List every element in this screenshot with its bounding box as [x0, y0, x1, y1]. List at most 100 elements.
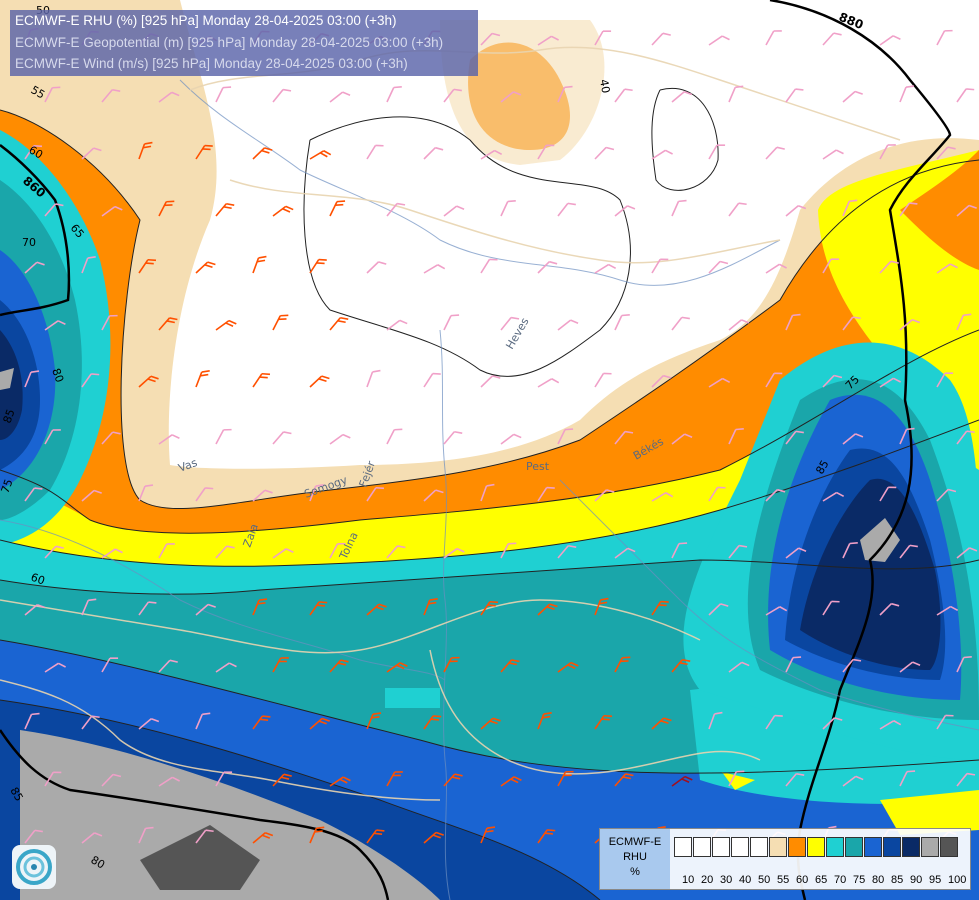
wind-barb [899, 770, 916, 787]
wind-barb [822, 600, 840, 616]
wind-barb [765, 714, 783, 730]
legend-tick-label: 95 [929, 874, 942, 886]
legend-tick-label: 70 [834, 874, 847, 886]
rhu-label-85: 85 [1, 407, 18, 425]
rhu-label-85-east: 85 [813, 458, 831, 477]
wind-barb [252, 598, 268, 616]
legend-swatch [826, 837, 844, 857]
wind-barb [443, 547, 465, 559]
wind-barb [537, 35, 559, 46]
wind-barb [537, 144, 555, 160]
rhu-contours [0, 88, 979, 900]
wind-barb [671, 199, 687, 217]
wind-barb [24, 829, 43, 844]
wind-barb [899, 544, 918, 559]
wind-barb [594, 597, 609, 616]
wind-barb [708, 377, 731, 388]
wind-barb [594, 489, 615, 502]
wind-barb [215, 86, 232, 103]
wind-barb [480, 600, 499, 616]
wind-barb [101, 314, 118, 331]
wind-barb [44, 771, 62, 787]
rhu-island [385, 688, 440, 708]
wind-barb [728, 85, 744, 103]
wind-barb [423, 372, 441, 388]
wind-barb [537, 603, 558, 616]
wind-barb [215, 319, 237, 331]
legend-swatch [788, 837, 806, 857]
wind-barb [138, 375, 159, 388]
title-wind: ECMWF-E Wind (m/s) [925 hPa] Monday 28-0… [15, 56, 408, 71]
wind-barb [138, 258, 157, 274]
wind-barb [671, 775, 693, 787]
wind-barb [195, 261, 216, 274]
wind-barb [158, 543, 175, 559]
wind-barb [81, 147, 102, 160]
legend-tick-label: 65 [815, 874, 828, 886]
wind-barb [272, 314, 289, 331]
rhu-label-80: 80 [49, 367, 66, 385]
wind-barb [537, 260, 558, 274]
wind-barb [44, 86, 61, 103]
legend-swatch [712, 837, 730, 857]
wind-barb [195, 712, 211, 730]
wind-barb [671, 542, 688, 559]
wind-barb [443, 656, 460, 673]
wind-barb [81, 256, 96, 274]
wind-barb [557, 661, 579, 673]
wind-barb [614, 547, 636, 559]
wind-barb [366, 261, 387, 274]
wind-barb [594, 30, 612, 46]
wind-barb [822, 717, 843, 730]
wind-barb [195, 829, 214, 844]
legend-tick-label: 20 [701, 874, 714, 886]
rhu-band-90-east [800, 478, 941, 670]
wind-barb [309, 258, 327, 274]
wind-barb [500, 659, 520, 673]
wind-barb [956, 313, 972, 331]
rhu-band-60-east [900, 150, 979, 270]
wind-barb [480, 258, 498, 274]
wind-barb [329, 91, 351, 103]
wind-barb [765, 263, 787, 274]
wind-barb [651, 600, 669, 616]
wind-barb [594, 372, 612, 388]
wind-barb [936, 263, 958, 274]
wind-barb [252, 715, 271, 730]
wind-barb [24, 370, 40, 388]
legend-swatch [921, 837, 939, 857]
legend-tick-label: 60 [796, 874, 809, 886]
wind-barb [443, 430, 463, 445]
legend-model: ECMWF-E [608, 836, 662, 848]
wind-barb [480, 375, 501, 388]
legend-tick-label: 40 [739, 874, 752, 886]
wind-barb [500, 200, 516, 217]
wind-barb [252, 255, 267, 274]
rhu-label-40: 40 [597, 78, 612, 94]
wind-barb [443, 773, 463, 787]
legend-tick-label: 100 [948, 874, 967, 886]
wind-barb [138, 484, 154, 502]
wind-barb [101, 205, 123, 217]
wind-barb [879, 260, 899, 274]
legend-swatch [807, 837, 825, 857]
wind-barb [44, 545, 64, 559]
wind-barb [44, 429, 61, 445]
wind-barb [956, 204, 977, 217]
wind-barb [252, 831, 274, 844]
wind-barb [309, 826, 325, 844]
wind-barb [936, 488, 957, 502]
wind-barb [443, 314, 460, 331]
wind-barb [879, 486, 897, 502]
wind-barb [386, 319, 408, 331]
wind-barb [423, 146, 444, 160]
rhu-band-65-southeast [880, 790, 979, 835]
wind-barb [366, 712, 382, 730]
wind-barb [537, 378, 560, 388]
wind-barb [842, 658, 862, 673]
wind-barb [195, 603, 216, 616]
wind-barb [785, 204, 807, 217]
rhu-label-85-south: 85 [7, 785, 25, 804]
wind-barb [386, 202, 406, 217]
